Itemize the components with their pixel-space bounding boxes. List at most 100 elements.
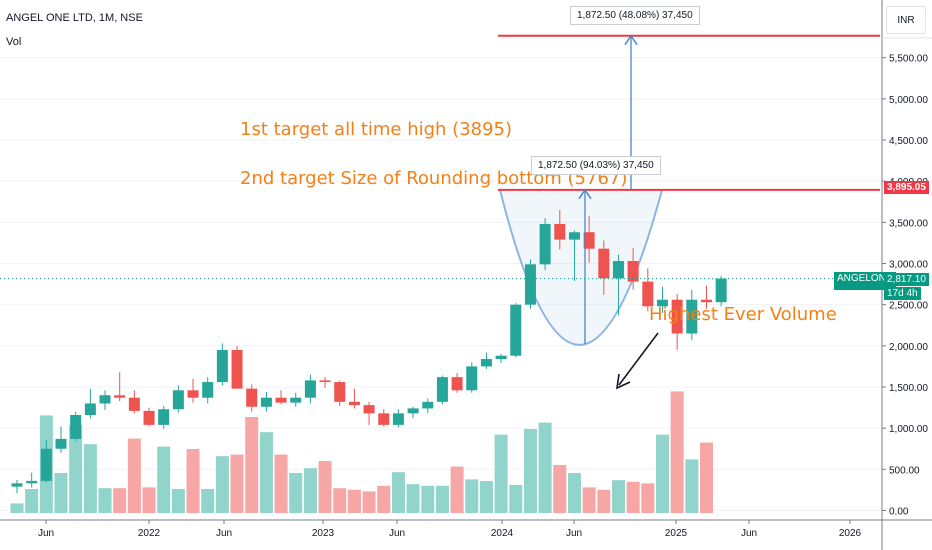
volume-bar: [626, 481, 640, 513]
candle-body: [11, 483, 23, 487]
y-tick-label: 2,500.00: [889, 301, 928, 312]
measure-arrow-lower-head: [578, 188, 592, 200]
candle-body: [26, 480, 38, 484]
x-tick-label: 2026: [839, 528, 862, 539]
candle-body: [378, 413, 390, 425]
level-price-tag: 3,895.05: [884, 181, 929, 194]
last-price-tag: 2,817.10: [884, 273, 929, 286]
candle-body: [84, 403, 96, 415]
volume-bar: [113, 488, 127, 513]
volume-bar: [83, 444, 97, 513]
volume-bar: [289, 473, 303, 513]
volume-bar: [582, 487, 596, 513]
candle-body: [99, 395, 111, 404]
candle-body: [304, 380, 316, 398]
volume-bar: [230, 454, 244, 513]
volume-bar: [538, 422, 552, 513]
volume-bar: [597, 489, 611, 513]
volume-bar: [318, 461, 332, 513]
volume-bar: [655, 434, 669, 513]
volume-bar: [406, 484, 420, 513]
candle-body: [70, 414, 82, 439]
candle-body: [524, 264, 536, 305]
volume-bar: [245, 417, 259, 513]
candle-body: [671, 299, 683, 334]
volume-bar: [435, 485, 449, 513]
volume-bar: [201, 489, 215, 513]
volume-bar: [494, 434, 508, 513]
volume-bar: [391, 472, 405, 513]
candle-body: [627, 261, 639, 282]
volume-bar: [479, 481, 493, 513]
candle-body: [392, 413, 404, 425]
volume-bar: [553, 465, 567, 513]
volume-bar: [333, 488, 347, 513]
volume-pointer-head: [616, 373, 631, 390]
candle-body: [348, 401, 360, 406]
x-tick-label: Jun: [389, 528, 405, 539]
annotation-volume: Highest Ever Volume: [649, 304, 837, 325]
volume-bar: [567, 473, 581, 513]
volume-bar: [421, 485, 435, 513]
candle-body: [583, 232, 595, 249]
candle-body: [319, 380, 331, 383]
volume-bar: [10, 503, 24, 513]
volume-bar: [509, 485, 523, 513]
volume-bar: [465, 479, 479, 513]
volume-pointer-line: [618, 332, 659, 386]
volume-bar: [450, 466, 464, 513]
x-tick-label: 2024: [491, 528, 514, 539]
volume-bar: [127, 438, 141, 513]
candle-body: [436, 377, 448, 402]
candle-body: [422, 401, 434, 409]
volume-bar: [303, 468, 317, 513]
y-tick-label: 1,000.00: [889, 424, 928, 435]
candle-body: [568, 232, 580, 240]
volume-bar: [215, 456, 229, 513]
candle-body: [158, 409, 170, 425]
candle-body: [143, 410, 155, 425]
x-tick-label: 2025: [665, 528, 688, 539]
volume-bar: [641, 483, 655, 513]
y-tick-label: 3,500.00: [889, 218, 928, 229]
candle-body: [510, 304, 522, 356]
y-tick-label: 5,500.00: [889, 54, 928, 65]
volume-bar: [347, 489, 361, 513]
measure-arrow-upper-head: [624, 34, 638, 46]
candle-body: [539, 223, 551, 265]
candle-body: [334, 382, 346, 402]
annotation-target-2: 2nd target Size of Rounding bottom (5767…: [240, 168, 628, 189]
candle-body: [495, 355, 507, 360]
volume-bar: [186, 449, 200, 513]
x-tick-label: Jun: [38, 528, 54, 539]
candle-body: [363, 405, 375, 414]
candle-body: [612, 261, 624, 279]
candle-body: [231, 349, 243, 389]
symbol-tag: ANGELONE: [834, 272, 896, 290]
volume-bar: [142, 487, 156, 513]
candle-body: [55, 438, 67, 449]
candle-body: [686, 299, 698, 334]
candle-body: [260, 397, 272, 407]
volume-bar: [611, 480, 625, 513]
y-tick-label: 3,000.00: [889, 260, 928, 271]
x-tick-label: 2023: [312, 528, 335, 539]
candle-body: [656, 299, 668, 307]
y-tick-label: 1,500.00: [889, 383, 928, 394]
candle-body: [715, 278, 727, 303]
y-tick-label: 500.00: [889, 465, 920, 476]
candle-body: [480, 359, 492, 367]
currency-selector[interactable]: INR: [886, 6, 926, 34]
volume-bar: [157, 446, 171, 513]
volume-legend: Vol: [6, 36, 22, 48]
volume-bar: [54, 473, 68, 513]
volume-bar: [171, 489, 185, 513]
candle-body: [246, 388, 258, 407]
candle-body: [275, 397, 287, 403]
volume-bar: [699, 442, 713, 513]
y-tick-label: 5,000.00: [889, 95, 928, 106]
y-tick-label: 2,000.00: [889, 342, 928, 353]
candle-body: [187, 390, 199, 398]
candle-body: [700, 299, 712, 303]
